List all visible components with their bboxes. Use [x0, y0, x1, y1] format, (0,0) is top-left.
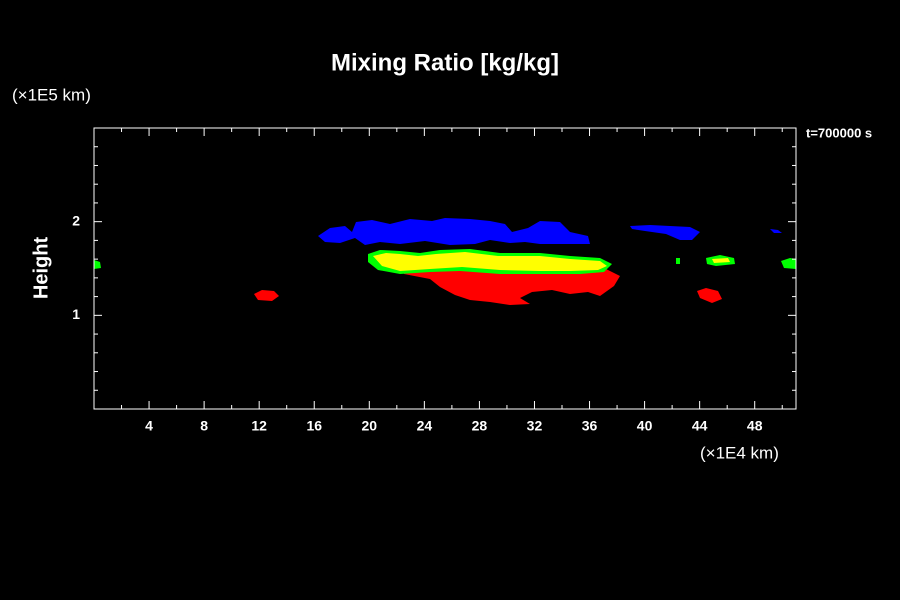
- green-region: [676, 258, 680, 264]
- x-tick-label: 28: [472, 418, 488, 434]
- x-tick-label: 40: [637, 418, 653, 434]
- x-tick-label: 36: [582, 418, 598, 434]
- red-region: [254, 290, 279, 301]
- x-tick-label: 16: [306, 418, 322, 434]
- y-tick-label: 1: [72, 306, 80, 322]
- y-axis-label: Height: [30, 237, 52, 300]
- x-tick-label: 20: [362, 418, 378, 434]
- x-tick-label: 8: [200, 418, 208, 434]
- x-tick-label: 48: [747, 418, 763, 434]
- red-region: [697, 288, 722, 303]
- x-unit: (×1E4 km): [700, 443, 779, 462]
- green-region: [94, 260, 101, 269]
- contour-regions: [94, 218, 796, 305]
- x-tick-label: 4: [145, 418, 153, 434]
- x-tick-label: 32: [527, 418, 543, 434]
- chart-title: Mixing Ratio [kg/kg]: [331, 49, 559, 76]
- blue-region: [318, 218, 590, 245]
- y-tick-label: 2: [72, 212, 80, 228]
- blue-region: [630, 225, 700, 240]
- x-tick-label: 12: [251, 418, 267, 434]
- x-tick-label: 24: [417, 418, 433, 434]
- x-tick-label: 44: [692, 418, 708, 434]
- yellow-region: [712, 258, 730, 263]
- red-region: [400, 266, 620, 305]
- yellow-region: [373, 252, 607, 271]
- blue-region: [770, 229, 782, 233]
- green-region: [781, 258, 796, 269]
- time-label: t=700000 s: [806, 125, 872, 140]
- y-unit: (×1E5 km): [12, 85, 91, 104]
- plot-frame: [93, 127, 797, 410]
